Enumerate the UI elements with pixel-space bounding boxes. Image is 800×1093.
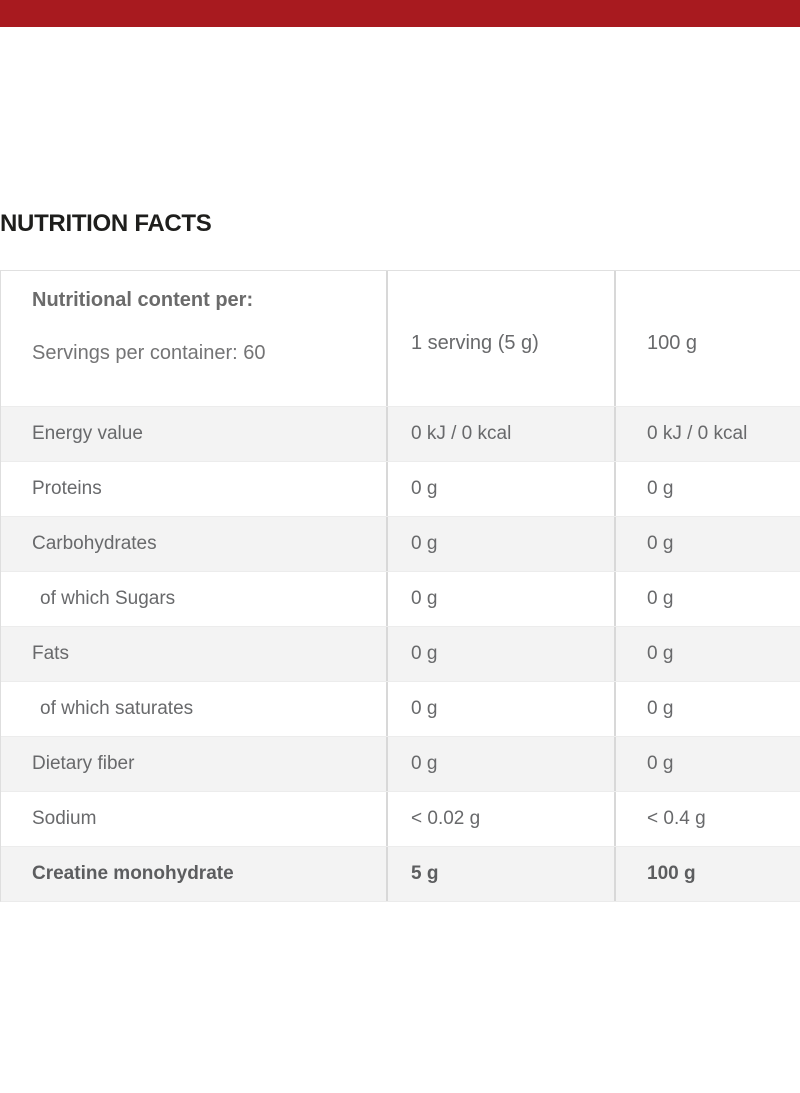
row-value-per-serving: 0 kJ / 0 kcal [386, 407, 614, 461]
header-nutritional-content-per: Nutritional content per: [32, 289, 254, 311]
header-cell-labels: Nutritional content per: Servings per co… [1, 271, 386, 406]
row-label: of which Sugars [40, 587, 176, 609]
row-value-per-serving: 0 g [386, 517, 614, 571]
row-value-per-serving: 0 g [386, 462, 614, 516]
row-value-per-100g: 0 g [614, 627, 800, 681]
table-row-energy-value: Energy value 0 kJ / 0 kcal 0 kJ / 0 kcal [1, 406, 800, 461]
row-label: Energy value [32, 422, 143, 444]
table-row-creatine-monohydrate: Creatine monohydrate 5 g 100 g [1, 846, 800, 901]
row-value-per-100g: < 0.4 g [614, 792, 800, 846]
table-row-proteins: Proteins 0 g 0 g [1, 461, 800, 516]
header-cell-per-serving: 1 serving (5 g) [386, 271, 614, 406]
table-row-sodium: Sodium < 0.02 g < 0.4 g [1, 791, 800, 846]
row-value-per-100g: 0 g [614, 517, 800, 571]
row-value-per-serving: 0 g [386, 572, 614, 626]
row-label: of which saturates [40, 697, 194, 719]
row-value-per-serving: 0 g [386, 682, 614, 736]
row-label: Fats [32, 642, 69, 664]
table-row-of-which-sugars: of which Sugars 0 g 0 g [1, 571, 800, 626]
header-servings-per-container: Servings per container: 60 [32, 342, 266, 364]
row-value-per-100g: 0 g [614, 572, 800, 626]
row-value-per-100g: 0 kJ / 0 kcal [614, 407, 800, 461]
nutrition-facts-table: Nutritional content per: Servings per co… [0, 270, 800, 902]
row-label: Carbohydrates [32, 532, 157, 554]
table-header-row: Nutritional content per: Servings per co… [1, 271, 800, 406]
table-row-fats: Fats 0 g 0 g [1, 626, 800, 681]
row-value-per-serving: < 0.02 g [386, 792, 614, 846]
row-value-per-100g: 100 g [614, 847, 800, 901]
top-banner [0, 0, 800, 27]
row-label: Proteins [32, 477, 102, 499]
table-row-dietary-fiber: Dietary fiber 0 g 0 g [1, 736, 800, 791]
row-value-per-100g: 0 g [614, 462, 800, 516]
table-row-of-which-saturates: of which saturates 0 g 0 g [1, 681, 800, 736]
row-label: Creatine monohydrate [32, 862, 234, 884]
row-value-per-100g: 0 g [614, 682, 800, 736]
row-label: Sodium [32, 807, 97, 829]
row-value-per-100g: 0 g [614, 737, 800, 791]
bottom-whitespace [0, 902, 800, 1093]
page-title: NUTRITION FACTS [0, 210, 212, 237]
row-value-per-serving: 0 g [386, 737, 614, 791]
row-value-per-serving: 5 g [386, 847, 614, 901]
row-label: Dietary fiber [32, 752, 135, 774]
row-value-per-serving: 0 g [386, 627, 614, 681]
header-cell-per-100g: 100 g [614, 271, 800, 406]
table-row-carbohydrates: Carbohydrates 0 g 0 g [1, 516, 800, 571]
